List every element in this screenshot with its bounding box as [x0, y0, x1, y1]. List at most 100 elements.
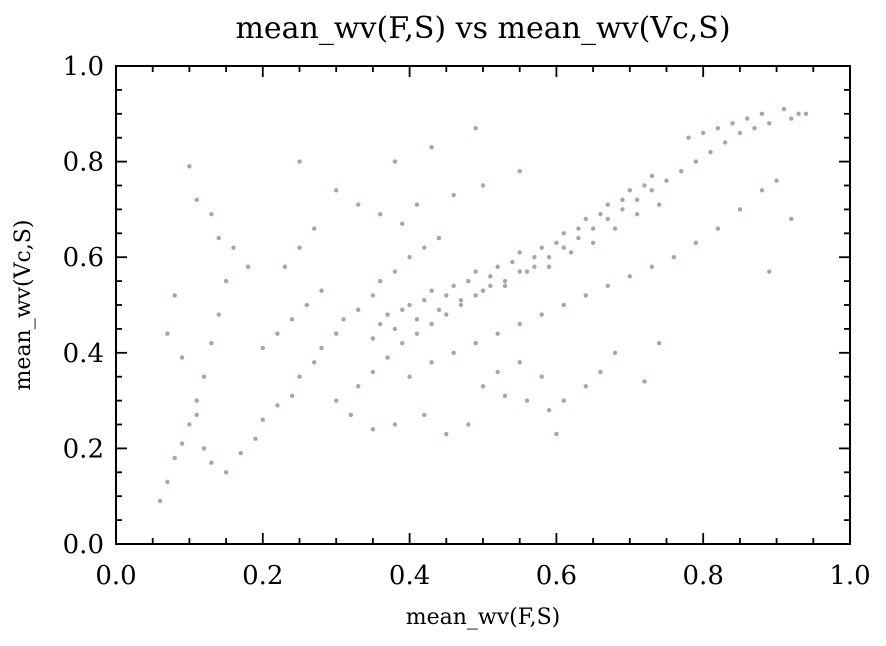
- scatter-point: [649, 264, 655, 269]
- scatter-point: [701, 130, 706, 136]
- y-tick-label: 0.6: [63, 243, 104, 273]
- scatter-point: [260, 345, 265, 351]
- scatter-point: [634, 211, 640, 217]
- scatter-point: [495, 264, 500, 269]
- axis-ticks: [115, 65, 851, 545]
- scatter-point: [253, 436, 258, 442]
- y-tick-label: 0.8: [63, 148, 104, 178]
- scatter-point: [473, 125, 478, 131]
- scatter-point: [466, 278, 471, 284]
- scatter-point: [436, 307, 442, 312]
- scatter-point: [561, 231, 566, 236]
- scatter-point: [319, 288, 324, 293]
- scatter-point: [583, 384, 588, 389]
- scatter-point: [480, 288, 486, 293]
- scatter-point: [444, 312, 449, 317]
- scatter-point: [532, 264, 537, 269]
- scatter-point: [620, 207, 625, 212]
- scatter-point: [612, 350, 618, 355]
- scatter-point: [187, 422, 192, 427]
- scatter-point: [187, 164, 192, 169]
- scatter-point: [311, 226, 317, 231]
- scatter-point: [179, 355, 185, 360]
- scatter-point: [781, 106, 787, 112]
- scatter-point: [245, 264, 251, 269]
- scatter-point: [598, 369, 603, 375]
- scatter-point: [451, 350, 456, 355]
- scatter-point: [561, 302, 566, 308]
- scatter-point: [517, 250, 522, 255]
- scatter-point: [488, 274, 493, 279]
- y-tick-label: 0.2: [63, 434, 104, 464]
- x-axis-label: mean_wv(F,S): [406, 605, 561, 630]
- scatter-point: [693, 159, 699, 164]
- scatter-point: [789, 216, 794, 222]
- scatter-point: [378, 321, 383, 327]
- scatter-point: [693, 240, 699, 246]
- scatter-point: [473, 341, 478, 346]
- scatter-points: [157, 106, 809, 504]
- scatter-point: [730, 121, 735, 126]
- y-tick-label: 0.0: [63, 530, 104, 560]
- y-tick-label: 1.0: [63, 52, 104, 82]
- scatter-point: [517, 360, 522, 365]
- scatter-point: [737, 207, 743, 212]
- scatter-point: [546, 407, 552, 413]
- scatter-point: [429, 145, 434, 150]
- scatter-point: [400, 341, 405, 346]
- scatter-point: [715, 226, 721, 231]
- scatter-point: [759, 111, 765, 117]
- scatter-point: [576, 226, 581, 231]
- scatter-point: [429, 288, 434, 293]
- scatter-point: [656, 202, 662, 207]
- scatter-point: [157, 498, 163, 504]
- scatter-point: [356, 307, 361, 312]
- scatter-point: [334, 398, 339, 403]
- scatter-point: [385, 355, 390, 360]
- scatter-point: [370, 293, 376, 298]
- scatter-point: [194, 412, 199, 418]
- y-axis-label: mean_wv(Vc,S): [11, 220, 36, 391]
- scatter-point: [400, 221, 405, 226]
- scatter-point: [590, 226, 596, 231]
- scatter-point: [708, 149, 713, 155]
- scatter-point: [194, 197, 199, 203]
- scatter-point: [370, 427, 376, 432]
- scatter-point: [576, 235, 581, 241]
- scatter-point: [561, 398, 566, 403]
- scatter-point: [216, 235, 221, 241]
- scatter-point: [480, 183, 486, 188]
- scatter-point: [444, 293, 449, 298]
- scatter-point: [223, 278, 229, 284]
- scatter-point: [546, 255, 552, 260]
- scatter-point: [737, 130, 743, 136]
- scatter-point: [583, 293, 588, 298]
- scatter-point: [715, 125, 721, 131]
- scatter-point: [289, 317, 295, 322]
- scatter-point: [451, 192, 456, 198]
- scatter-point: [774, 178, 779, 183]
- scatter-point: [524, 269, 530, 274]
- scatter-point: [605, 283, 610, 289]
- scatter-point: [370, 369, 376, 375]
- scatter-point: [627, 274, 632, 279]
- scatter-point: [400, 307, 405, 312]
- axis-tick-labels: 0.0 0.2 0.4 0.6 0.8 1.0 0.0 0.2 0.4 0.6 0.8 1.0: [63, 52, 871, 591]
- scatter-point: [583, 216, 588, 222]
- scatter-point: [451, 283, 456, 289]
- scatter-point: [407, 302, 412, 308]
- scatter-point: [407, 374, 412, 379]
- scatter-point: [767, 269, 772, 274]
- scatter-point: [311, 360, 317, 365]
- scatter-point: [201, 446, 207, 451]
- x-tick-label: 1.0: [829, 561, 870, 591]
- scatter-point: [539, 374, 544, 379]
- scatter-point: [598, 211, 603, 217]
- scatter-point: [209, 460, 214, 465]
- scatter-point: [297, 245, 302, 250]
- x-tick-label: 0.8: [683, 561, 724, 591]
- scatter-point: [172, 293, 177, 298]
- scatter-point: [495, 369, 500, 375]
- scatter-point: [216, 312, 221, 317]
